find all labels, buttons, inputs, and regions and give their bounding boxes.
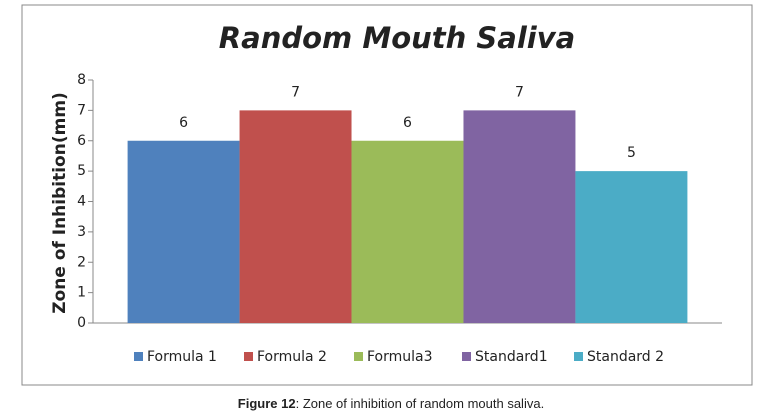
legend-label: Formula 1: [147, 349, 217, 365]
caption: Figure 12: Zone of inhibition of random …: [0, 396, 782, 411]
bar: [575, 171, 688, 323]
legend-label: Formula 2: [257, 349, 327, 365]
legend-swatch: [354, 352, 363, 361]
legend-swatch: [462, 352, 471, 361]
caption-text: : Zone of inhibition of random mouth sal…: [295, 396, 545, 411]
legend-label: Formula3: [367, 349, 433, 365]
bar: [351, 140, 464, 323]
legend-label: Standard1: [475, 349, 548, 365]
bar: [463, 110, 576, 323]
y-tick-label: 8: [77, 72, 86, 88]
bar: [127, 140, 240, 323]
y-tick-label: 4: [77, 194, 86, 210]
data-label: 7: [291, 84, 300, 100]
data-label: 7: [515, 84, 524, 100]
y-tick-label: 1: [77, 285, 86, 301]
y-tick-label: 0: [77, 315, 86, 331]
legend-swatch: [134, 352, 143, 361]
y-tick-label: 2: [77, 254, 86, 270]
y-axis-label: Zone of Inhibition(mm): [50, 92, 70, 314]
y-tick-label: 6: [77, 133, 86, 149]
legend-swatch: [574, 352, 583, 361]
chart-title: Random Mouth Saliva: [219, 21, 575, 55]
caption-label: Figure 12: [237, 396, 296, 411]
data-label: 6: [403, 115, 412, 131]
chart: Random Mouth Saliva Zone of Inhibition(m…: [21, 4, 753, 386]
data-label: 6: [179, 115, 188, 131]
y-tick-label: 3: [77, 224, 86, 240]
legend-label: Standard 2: [587, 349, 664, 365]
legend-swatch: [244, 352, 253, 361]
bar: [239, 110, 352, 323]
y-tick-label: 7: [77, 102, 86, 118]
y-tick-label: 5: [77, 163, 86, 179]
data-label: 5: [627, 145, 636, 161]
